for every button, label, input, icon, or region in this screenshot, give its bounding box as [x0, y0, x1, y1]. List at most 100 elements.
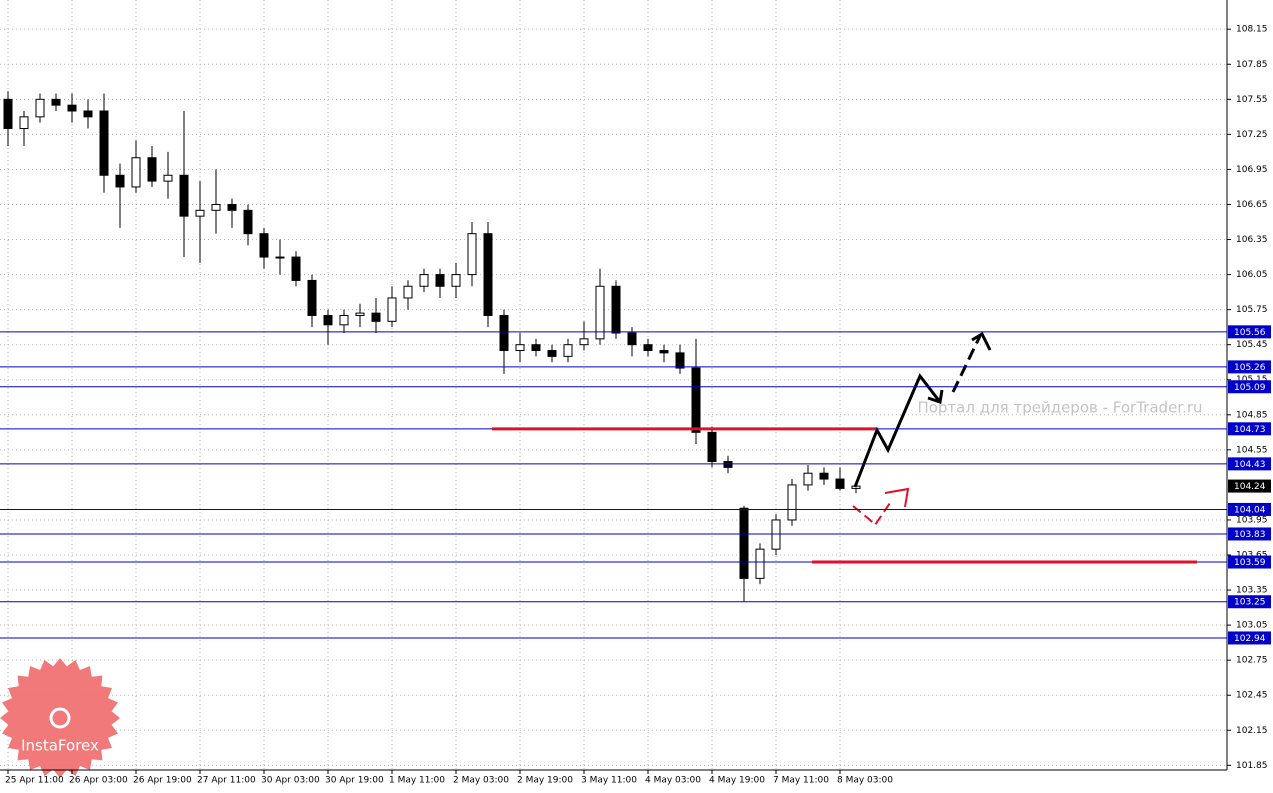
level-label: 102.94 — [1234, 634, 1266, 644]
candle-body — [19, 116, 29, 130]
candle-body — [803, 472, 813, 486]
candle-body — [451, 274, 461, 287]
y-tick-label: 107.85 — [1236, 60, 1268, 70]
candle-body — [115, 174, 125, 188]
candle-body — [83, 110, 93, 118]
forecast-path — [853, 373, 942, 488]
y-tick-label: 107.55 — [1236, 95, 1268, 105]
candle-body — [723, 461, 733, 468]
candle-body — [627, 332, 637, 346]
candle-body — [147, 157, 157, 182]
level-label: 103.83 — [1234, 530, 1266, 540]
candle-body — [419, 274, 429, 287]
candle-body — [467, 233, 477, 276]
candle-body — [787, 484, 797, 521]
y-tick-label: 102.15 — [1236, 726, 1268, 736]
x-tick-label: 3 May 11:00 — [581, 776, 637, 786]
level-box — [1228, 422, 1271, 436]
y-tick-label: 102.45 — [1236, 691, 1268, 701]
candle-body — [195, 209, 205, 217]
candle-body — [67, 104, 77, 112]
level-label: 104.04 — [1234, 505, 1266, 515]
candle-body — [339, 314, 349, 326]
y-tick-label: 106.65 — [1236, 200, 1268, 210]
y-tick-label: 105.75 — [1236, 305, 1268, 315]
level-label: 105.09 — [1234, 383, 1266, 393]
candle-body — [291, 256, 301, 281]
forecast-arrow — [927, 389, 944, 404]
candle-body — [595, 285, 605, 340]
y-tick-label: 104.85 — [1236, 410, 1268, 420]
logo: InstaForex — [0, 658, 120, 778]
logo-badge — [0, 658, 120, 778]
forecast-dashed — [951, 335, 982, 393]
x-tick-label: 30 Apr 03:00 — [261, 776, 320, 786]
y-tick-label: 105.15 — [1236, 375, 1268, 385]
level-box — [1228, 325, 1271, 339]
level-label: 103.25 — [1234, 598, 1266, 608]
candle-body — [579, 338, 589, 346]
candle-body — [259, 233, 269, 258]
candle-body — [131, 157, 141, 188]
y-tick-label: 101.85 — [1236, 761, 1268, 771]
candle-body — [499, 314, 509, 352]
candle-body — [835, 478, 845, 489]
candle-body — [563, 344, 573, 357]
x-tick-label: 26 Apr 03:00 — [69, 776, 128, 786]
forecast — [852, 331, 992, 527]
y-tick-label: 108.15 — [1236, 25, 1268, 35]
candle-body — [547, 350, 557, 357]
x-tick-label: 2 May 03:00 — [453, 776, 509, 786]
level-box — [1228, 527, 1271, 541]
candle-body — [531, 344, 541, 352]
level-label: 103.59 — [1234, 558, 1266, 568]
level-label: 104.73 — [1234, 425, 1266, 435]
x-tick-label: 4 May 03:00 — [645, 776, 701, 786]
candle-body — [611, 285, 621, 334]
y-tick-label: 102.75 — [1236, 656, 1268, 666]
candle-body — [387, 297, 397, 322]
x-tick-label: 2 May 19:00 — [517, 776, 573, 786]
level-box — [1228, 502, 1271, 516]
x-tick-label: 7 May 11:00 — [773, 776, 829, 786]
candle-body — [707, 431, 717, 463]
level-box — [1228, 631, 1271, 645]
logo-text: InstaForex — [21, 737, 99, 755]
candle-body — [211, 203, 221, 211]
x-tick-label: 30 Apr 19:00 — [325, 776, 384, 786]
x-tick-label: 8 May 03:00 — [837, 776, 893, 786]
level-label: 104.43 — [1234, 460, 1266, 470]
forecast-arrow — [971, 331, 992, 351]
candle-body — [675, 352, 685, 369]
alt-arrow — [884, 487, 910, 508]
candle-body — [3, 98, 13, 130]
level-box — [1228, 555, 1271, 569]
candle-body — [739, 507, 749, 579]
candle-body — [355, 312, 365, 316]
x-tick-label: 27 Apr 11:00 — [197, 776, 256, 786]
candle-body — [275, 256, 285, 259]
candle-body — [483, 233, 493, 316]
last-price-label: 104.24 — [1234, 482, 1266, 492]
level-box — [1228, 360, 1271, 374]
watermark: Портал для трейдеров - ForTrader.ru — [917, 399, 1202, 417]
candle-body — [179, 174, 189, 217]
candle-body — [307, 279, 317, 316]
y-tick-label: 103.05 — [1236, 621, 1268, 631]
x-tick-label: 4 May 19:00 — [709, 776, 765, 786]
y-tick-label: 107.25 — [1236, 130, 1268, 140]
x-tick-label: 25 Apr 11:00 — [5, 776, 64, 786]
grid — [0, 0, 1227, 770]
level-label: 105.56 — [1234, 328, 1266, 338]
y-tick-label: 106.35 — [1236, 235, 1268, 245]
logo-icon — [49, 707, 71, 729]
level-box — [1228, 595, 1271, 609]
candle-body — [643, 344, 653, 352]
candle-body — [691, 367, 701, 433]
x-tick-label: 26 Apr 19:00 — [133, 776, 192, 786]
candle-body — [515, 344, 525, 352]
y-tick-label: 103.65 — [1236, 551, 1268, 561]
y-tick-label: 105.45 — [1236, 340, 1268, 350]
candle-body — [403, 285, 413, 299]
